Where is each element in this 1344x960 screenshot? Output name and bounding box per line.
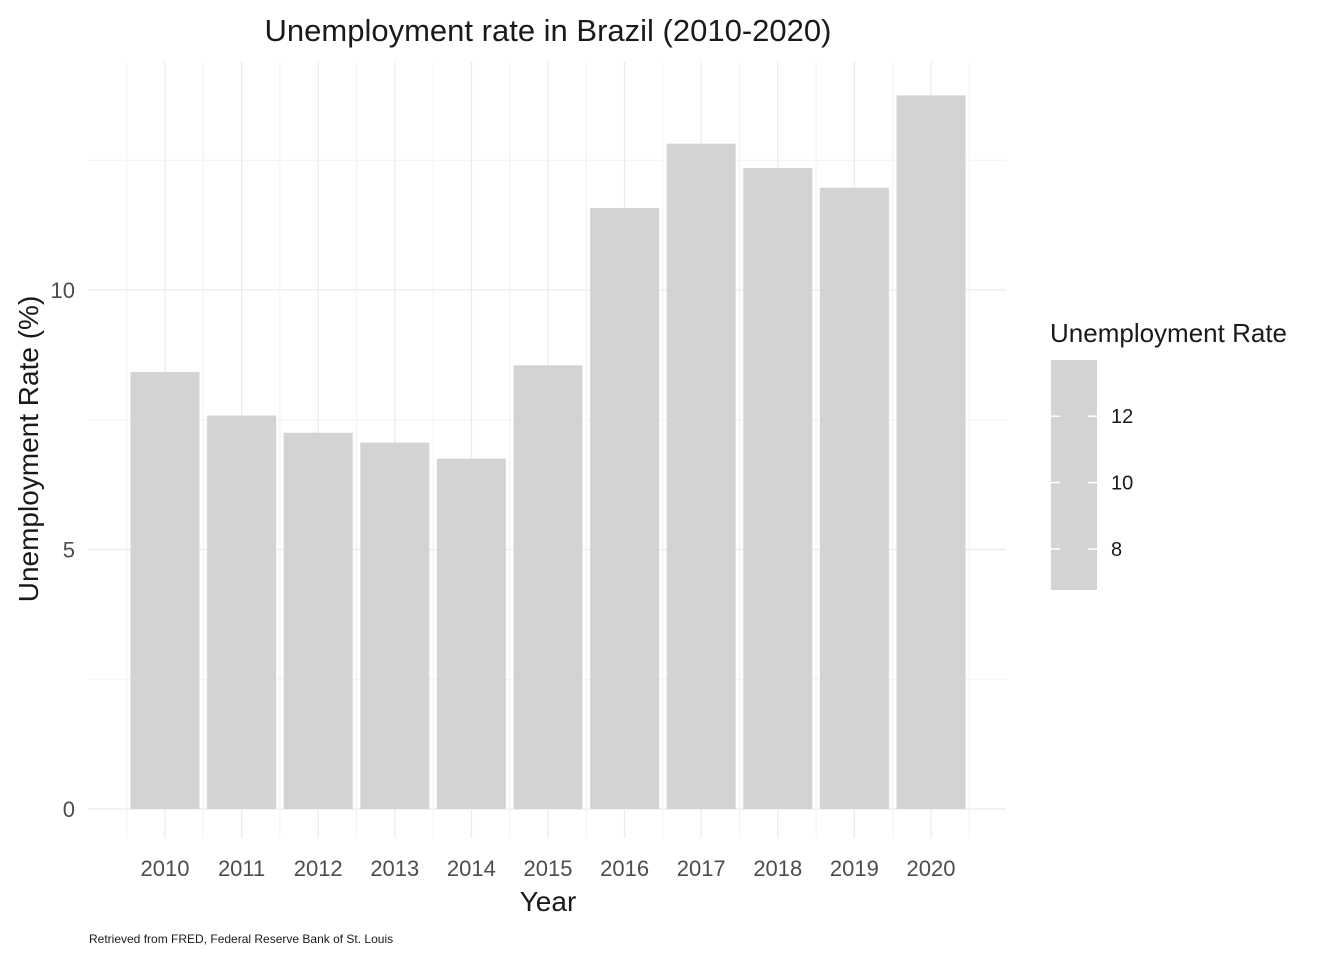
x-tick-label: 2014 <box>447 856 496 881</box>
bar-2010 <box>130 372 200 809</box>
y-tick-label: 5 <box>63 538 75 563</box>
bar-2017 <box>666 143 736 810</box>
x-tick-label: 2017 <box>677 856 726 881</box>
legend-tick-label: 10 <box>1111 473 1133 495</box>
bar-2014 <box>436 458 506 809</box>
x-tick-label: 2010 <box>141 856 190 881</box>
bar-2012 <box>283 432 353 809</box>
y-tick-label: 0 <box>63 797 75 822</box>
x-tick-label: 2018 <box>753 856 802 881</box>
legend-colorbar <box>1051 360 1097 590</box>
caption: Retrieved from FRED, Federal Reserve Ban… <box>89 932 393 946</box>
x-tick-label: 2011 <box>218 856 265 881</box>
x-tick-label: 2020 <box>907 856 956 881</box>
bar-2020 <box>896 95 966 809</box>
bar-2018 <box>743 168 813 809</box>
chart-title: Unemployment rate in Brazil (2010-2020) <box>265 13 832 48</box>
x-tick-label: 2013 <box>370 856 419 881</box>
x-tick-label: 2015 <box>524 856 573 881</box>
y-tick-labels: 0 5 10 <box>51 278 75 822</box>
bars <box>130 95 966 810</box>
legend-tick-label: 8 <box>1111 539 1122 561</box>
legend-ticks: 8 10 12 <box>1051 406 1133 561</box>
x-tick-label: 2012 <box>294 856 343 881</box>
bar-2016 <box>590 207 660 810</box>
bar-2011 <box>207 415 277 809</box>
bar-2013 <box>360 442 430 809</box>
legend-tick-label: 12 <box>1111 406 1133 428</box>
y-axis-title: Unemployment Rate (%) <box>13 296 44 603</box>
x-tick-label: 2019 <box>830 856 879 881</box>
x-tick-label: 2016 <box>600 856 649 881</box>
y-tick-label: 10 <box>51 278 75 303</box>
x-tick-labels: 2010 2011 2012 2013 2014 2015 2016 2017 2018 2019… <box>141 856 956 881</box>
legend-title: Unemployment Rate <box>1050 318 1287 348</box>
bar-2019 <box>819 187 889 809</box>
x-axis-title: Year <box>520 886 577 917</box>
bar-2015 <box>513 365 583 809</box>
